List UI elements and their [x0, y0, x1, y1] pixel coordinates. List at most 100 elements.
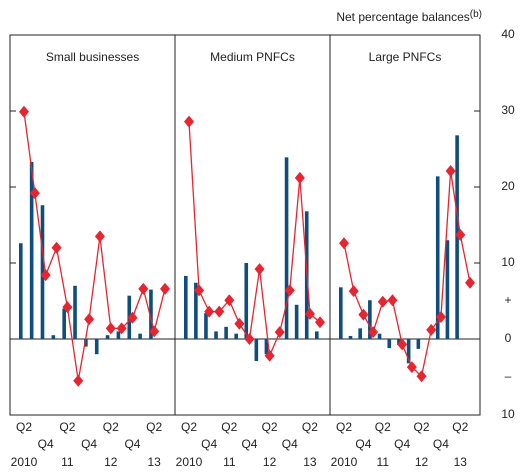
y-tick-label: 40 [501, 27, 515, 41]
diamond-marker [274, 326, 285, 339]
diamond-marker [377, 295, 388, 308]
x-tick-label: Q4 [241, 437, 257, 451]
bar [254, 339, 259, 362]
x-tick-label: Q2 [336, 420, 352, 434]
bar [284, 157, 289, 339]
x-tick-label: Q2 [302, 420, 318, 434]
bar [105, 335, 110, 339]
bar [244, 263, 249, 339]
year-label: 12 [104, 455, 118, 469]
diamond-marker [339, 237, 349, 250]
bar [40, 205, 45, 339]
bar [184, 275, 188, 339]
diamond-marker [244, 333, 255, 345]
diamond-marker [284, 284, 295, 297]
diamond-marker [435, 310, 446, 323]
bar [234, 333, 238, 339]
diamond-marker [368, 326, 379, 339]
x-tick-label: Q2 [103, 420, 119, 434]
diamond-marker [234, 317, 245, 330]
x-tick-label: Q2 [262, 420, 278, 434]
diamond-marker [426, 323, 437, 336]
diamond-marker [84, 313, 95, 326]
diamond-marker [105, 322, 116, 335]
diamond-marker [29, 187, 40, 200]
diamond-marker [264, 349, 275, 362]
y-axis-label: Net percentage balances(b) [336, 9, 482, 25]
y-axis-label-note: (b) [470, 9, 482, 20]
bar [264, 339, 269, 355]
diamond-marker [62, 301, 73, 314]
diamond-marker [465, 276, 475, 289]
diamond-marker [348, 285, 359, 298]
diamond-marker [204, 305, 215, 318]
bar [51, 335, 56, 339]
y-tick-label: 30 [501, 103, 515, 117]
y-tick-label: 10 [501, 407, 515, 421]
bar [138, 333, 142, 339]
bar [149, 289, 153, 339]
year-label: 13 [303, 455, 317, 469]
diamond-marker [397, 338, 408, 351]
x-tick-label: Q4 [124, 437, 140, 451]
bar [204, 313, 208, 339]
line [23, 111, 166, 381]
x-tick-label: Q2 [414, 420, 430, 434]
x-tick-label: Q2 [181, 420, 197, 434]
bar [339, 287, 343, 339]
diamond-marker [116, 322, 127, 335]
bar [224, 326, 228, 339]
y-tick-label: 20 [501, 179, 515, 193]
year-label: 2010 [331, 455, 358, 469]
diamond-marker [304, 307, 315, 320]
diamond-marker [160, 282, 170, 295]
diamond-marker [127, 311, 138, 324]
diamond-marker [51, 241, 62, 254]
x-tick-label: Q4 [282, 437, 298, 451]
y-axis-label-text: Net percentage balances [336, 10, 469, 24]
bar [377, 333, 382, 339]
x-tick-label: Q2 [16, 420, 32, 434]
bar [358, 328, 362, 339]
panel-title: Small businesses [46, 50, 139, 64]
bar [294, 304, 299, 339]
bar [445, 240, 450, 339]
x-tick-label: Q4 [81, 437, 97, 451]
panel-title: Large PNFCs [369, 50, 442, 64]
diamond-marker [149, 325, 160, 338]
diamond-marker [73, 374, 84, 387]
x-tick-label: Q4 [201, 437, 217, 451]
bar [315, 331, 319, 339]
diamond-marker [40, 269, 51, 282]
x-tick-label: Q4 [38, 437, 54, 451]
diamond-marker [184, 115, 194, 128]
diamond-marker [19, 105, 29, 118]
x-tick-label: Q4 [355, 437, 371, 451]
bar [406, 339, 411, 364]
diamond-marker [358, 308, 369, 321]
y-tick-label: + [504, 293, 511, 307]
year-label: 2010 [11, 455, 38, 469]
year-label: 11 [61, 455, 74, 469]
line [188, 121, 321, 359]
bar [73, 285, 77, 339]
bar [397, 339, 401, 346]
x-tick-label: Q2 [375, 420, 391, 434]
year-label: 12 [263, 455, 277, 469]
diamond-marker [416, 370, 427, 383]
plot-frame [9, 34, 481, 416]
diamond-marker [294, 171, 305, 184]
x-tick-label: Q2 [59, 420, 75, 434]
bar [214, 331, 218, 339]
bar [348, 335, 353, 339]
bar [19, 243, 23, 339]
diamond-marker [254, 263, 265, 276]
bar [455, 135, 459, 339]
diamond-marker [138, 282, 149, 295]
diamond-marker [214, 305, 225, 318]
diamond-marker [445, 165, 456, 178]
year-label: 13 [454, 455, 468, 469]
y-tick-label: 0 [505, 331, 512, 345]
